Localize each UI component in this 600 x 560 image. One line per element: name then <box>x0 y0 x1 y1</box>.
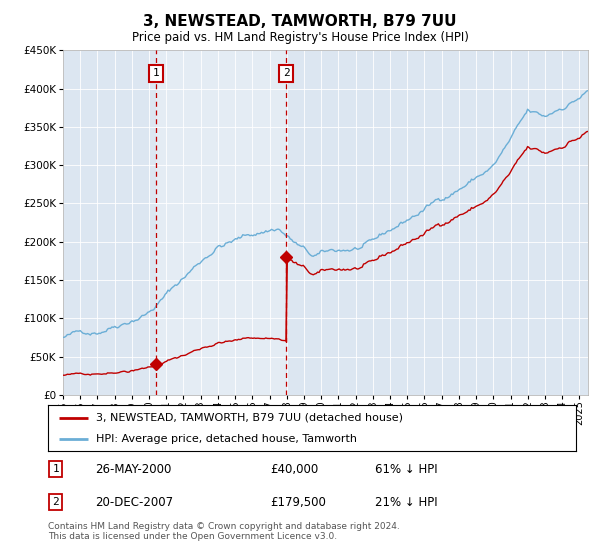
Text: 2: 2 <box>283 68 290 78</box>
Text: Price paid vs. HM Land Registry's House Price Index (HPI): Price paid vs. HM Land Registry's House … <box>131 31 469 44</box>
Text: 3, NEWSTEAD, TAMWORTH, B79 7UU: 3, NEWSTEAD, TAMWORTH, B79 7UU <box>143 14 457 29</box>
Text: HPI: Average price, detached house, Tamworth: HPI: Average price, detached house, Tamw… <box>95 435 356 444</box>
Text: 20-DEC-2007: 20-DEC-2007 <box>95 496 173 509</box>
Text: £179,500: £179,500 <box>270 496 326 509</box>
Text: 26-MAY-2000: 26-MAY-2000 <box>95 463 172 475</box>
Text: 2: 2 <box>53 497 59 507</box>
Text: Contains HM Land Registry data © Crown copyright and database right 2024.
This d: Contains HM Land Registry data © Crown c… <box>48 522 400 542</box>
Bar <box>156 50 286 395</box>
Text: 61% ↓ HPI: 61% ↓ HPI <box>376 463 438 475</box>
Bar <box>156 50 286 395</box>
Text: 1: 1 <box>53 464 59 474</box>
Text: 21% ↓ HPI: 21% ↓ HPI <box>376 496 438 509</box>
Text: 3, NEWSTEAD, TAMWORTH, B79 7UU (detached house): 3, NEWSTEAD, TAMWORTH, B79 7UU (detached… <box>95 413 403 423</box>
Text: £40,000: £40,000 <box>270 463 318 475</box>
Text: 1: 1 <box>153 68 160 78</box>
